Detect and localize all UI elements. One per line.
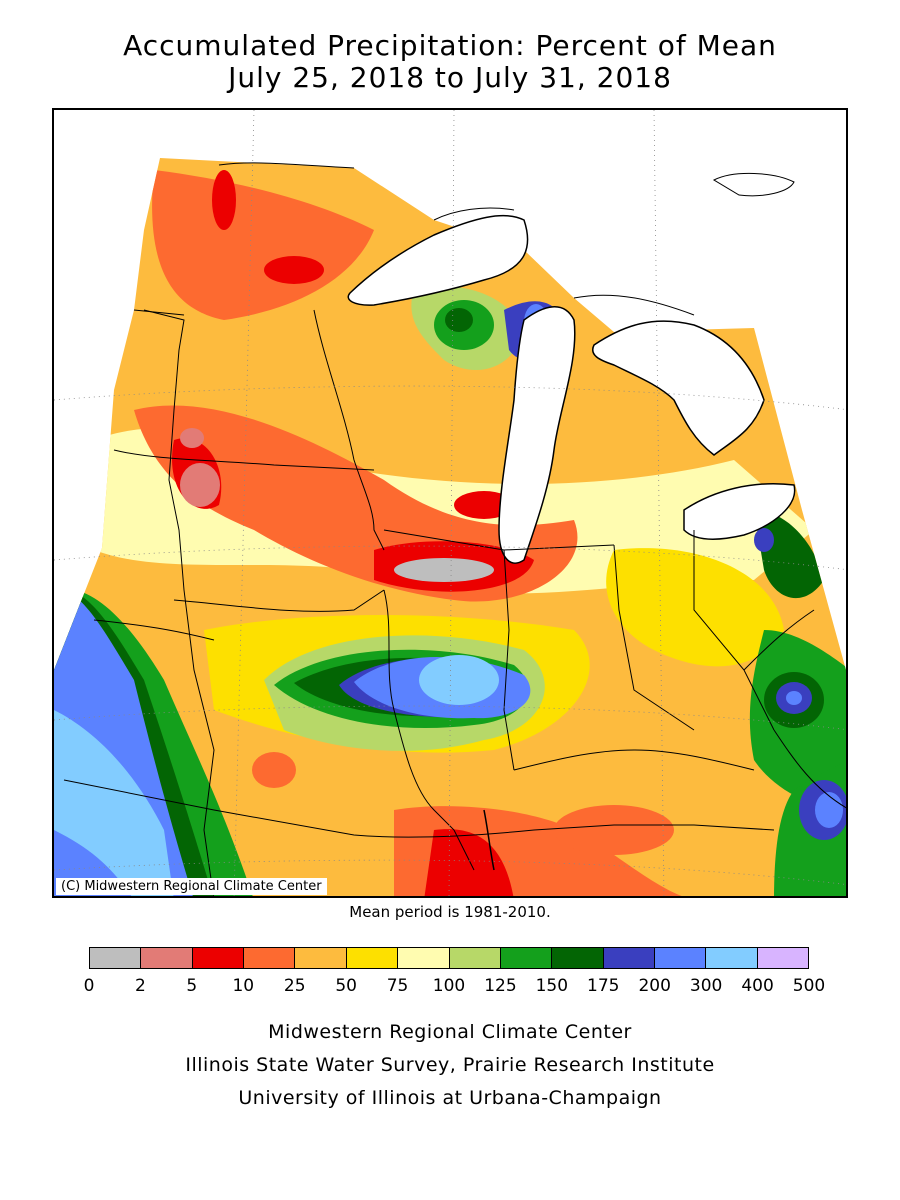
legend-swatch <box>141 948 193 968</box>
legend-tick-label: 200 <box>638 976 671 996</box>
zone-north-red <box>264 256 324 284</box>
legend-tick-label: 175 <box>587 976 620 996</box>
mean-period-note: Mean period is 1981-2010. <box>349 903 551 921</box>
legend-swatch <box>654 948 707 968</box>
lake-superior <box>347 214 529 306</box>
legend-tick-label: 100 <box>432 976 466 996</box>
legend-tick-label: 50 <box>335 976 357 996</box>
legend-tick-label: 5 <box>186 976 198 996</box>
color-legend <box>89 947 809 969</box>
legend-swatch <box>90 948 142 968</box>
legend-swatch <box>192 948 245 968</box>
legend-tick-label: 2 <box>135 976 146 996</box>
map-copyright: (C) Midwestern Regional Climate Center <box>56 878 327 895</box>
legend-swatch <box>603 948 655 968</box>
legend-tick-label: 75 <box>386 976 409 996</box>
zone-north-orange <box>152 170 374 320</box>
credit-uiuc: University of Illinois at Urbana-Champai… <box>238 1087 662 1109</box>
river-segment <box>483 809 495 871</box>
zone-below-2 <box>394 558 494 582</box>
legend-tick-label: 10 <box>232 976 255 996</box>
legend-swatch <box>295 948 347 968</box>
legend-swatch <box>244 948 296 968</box>
lake-huron <box>592 320 765 456</box>
legend-tick-label: 150 <box>535 976 569 996</box>
state-borders <box>63 309 846 896</box>
great-lakes <box>347 173 796 564</box>
credit-isws: Illinois State Water Survey, Prairie Res… <box>185 1054 715 1076</box>
legend-swatch <box>706 948 758 968</box>
legend-swatch <box>500 948 553 968</box>
legend-swatch <box>398 948 450 968</box>
legend-tick-label: 25 <box>283 976 306 996</box>
legend-swatch <box>346 948 399 968</box>
map-title: Accumulated Precipitation: Percent of Me… <box>123 29 777 62</box>
legend-swatch <box>757 948 809 968</box>
legend-tick-label: 400 <box>741 976 774 996</box>
graticule <box>54 110 846 896</box>
lake-erie <box>683 482 796 540</box>
legend-tick-label: 0 <box>83 976 95 996</box>
credit-mrcc: Midwestern Regional Climate Center <box>268 1021 632 1043</box>
legend-tick-label: 500 <box>792 976 826 996</box>
lake-michigan <box>498 306 576 564</box>
zone-300-400 <box>419 655 499 705</box>
precipitation-map <box>52 108 848 898</box>
legend-swatch <box>449 948 501 968</box>
map-canvas <box>54 110 846 896</box>
legend-tick-label: 125 <box>484 976 517 996</box>
legend-swatch <box>552 948 604 968</box>
legend-tick-label: 300 <box>689 976 723 996</box>
map-date-range: July 25, 2018 to July 31, 2018 <box>228 61 672 94</box>
